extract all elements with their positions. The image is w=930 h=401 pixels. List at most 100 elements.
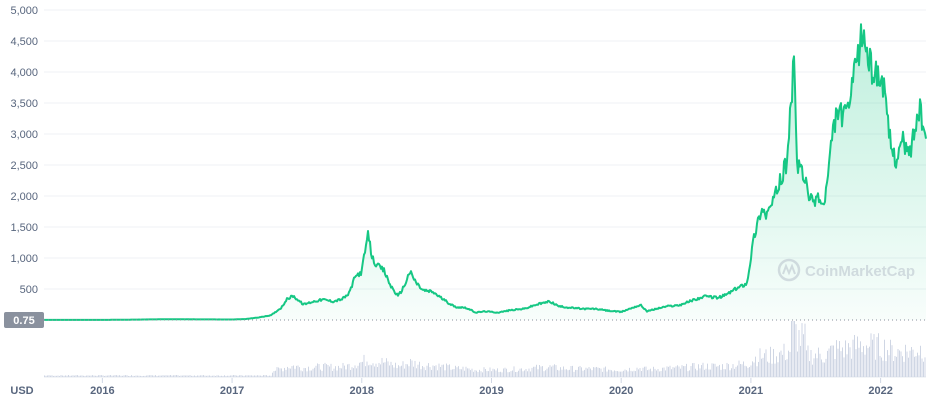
volume-bar	[249, 375, 251, 377]
coinmarketcap-watermark: CoinMarketCap	[777, 258, 915, 282]
volume-bar	[111, 375, 113, 377]
volume-bar	[185, 375, 186, 377]
price-area-fill	[44, 24, 926, 320]
volume-bar	[647, 370, 648, 377]
volume-bar	[51, 375, 53, 377]
volume-bar	[750, 365, 752, 377]
volume-bar	[311, 370, 312, 377]
volume-bar	[459, 369, 461, 377]
volume-bar	[396, 368, 398, 377]
volume-bar	[614, 370, 615, 377]
coinmarketcap-logo-icon	[777, 258, 801, 282]
volume-bar	[264, 375, 266, 377]
volume-bar	[483, 367, 485, 377]
y-tick-label: 4,000	[10, 67, 38, 79]
volume-bar	[191, 375, 192, 377]
volume-bar	[356, 368, 357, 377]
volume-bar	[174, 375, 176, 377]
volume-bar	[671, 369, 672, 377]
volume-bar	[342, 362, 344, 377]
volume-bar	[729, 370, 731, 377]
volume-bar	[204, 375, 206, 377]
volume-bar	[644, 366, 645, 377]
volume-bar	[803, 334, 804, 377]
volume-bar	[651, 371, 653, 377]
volume-bar	[386, 358, 387, 377]
volume-bar	[629, 367, 630, 377]
volume-bar	[377, 366, 378, 377]
volume-bar	[828, 348, 830, 377]
volume-bar	[444, 370, 446, 377]
volume-bar	[234, 375, 236, 377]
volume-bar	[620, 371, 621, 377]
volume-bar	[419, 361, 420, 377]
volume-bar	[348, 363, 350, 377]
volume-bar	[47, 375, 48, 377]
volume-bar	[575, 369, 576, 377]
volume-bar	[626, 370, 627, 377]
volume-bar	[779, 352, 780, 377]
volume-bar	[584, 369, 585, 377]
volume-bar	[192, 375, 194, 377]
volume-bar	[477, 372, 479, 377]
volume-bar	[161, 375, 162, 377]
volume-bar	[272, 372, 273, 377]
volume-bar	[830, 345, 831, 377]
volume-bar	[767, 361, 768, 377]
volume-bar	[236, 375, 237, 377]
volume-bar	[462, 366, 464, 377]
volume-bar	[107, 375, 108, 377]
volume-bar	[752, 361, 753, 377]
volume-bar	[104, 375, 105, 377]
volume-bar	[159, 375, 161, 377]
volume-bar	[621, 371, 623, 377]
volume-bar	[758, 361, 759, 377]
volume-bar	[813, 358, 815, 377]
volume-bar	[744, 365, 746, 377]
volume-bar	[155, 375, 156, 377]
volume-bar	[471, 368, 473, 377]
volume-bar	[453, 368, 455, 377]
volume-bar	[522, 371, 524, 377]
volume-bar	[546, 368, 548, 377]
volume-bar	[849, 347, 851, 377]
volume-bar	[65, 375, 66, 377]
volume-bar	[278, 367, 279, 377]
volume-bar	[171, 375, 173, 377]
volume-bar	[512, 370, 513, 377]
volume-bar	[642, 367, 644, 377]
volume-bar	[924, 357, 926, 377]
volume-bar	[764, 353, 765, 377]
volume-bar	[375, 363, 377, 377]
volume-bar	[390, 361, 392, 377]
volume-bar	[602, 371, 603, 377]
volume-bar	[863, 346, 864, 377]
volume-bar	[470, 370, 471, 377]
volume-bar	[141, 375, 143, 377]
volume-bar	[911, 347, 912, 377]
volume-bar	[338, 365, 339, 377]
volume-bar	[182, 375, 183, 377]
volume-bar	[351, 367, 353, 377]
volume-bar	[215, 375, 216, 377]
volume-bar	[213, 375, 215, 377]
volume-bar	[177, 375, 179, 377]
volume-bar	[314, 367, 315, 377]
volume-bar	[884, 339, 885, 377]
volume-bar	[345, 369, 347, 377]
volume-bar	[606, 371, 608, 377]
volume-bar	[122, 375, 123, 377]
volume-bar	[62, 375, 63, 377]
volume-bar	[861, 352, 863, 377]
volume-bar	[282, 371, 284, 377]
volume-bar	[572, 365, 573, 377]
volume-bar	[414, 360, 416, 377]
volume-bar	[690, 366, 692, 377]
volume-bar	[618, 371, 620, 377]
volume-bar	[134, 375, 135, 377]
volume-bar	[362, 361, 363, 377]
volume-bar	[125, 375, 126, 377]
volume-bar	[119, 375, 120, 377]
volume-bar	[326, 364, 327, 377]
